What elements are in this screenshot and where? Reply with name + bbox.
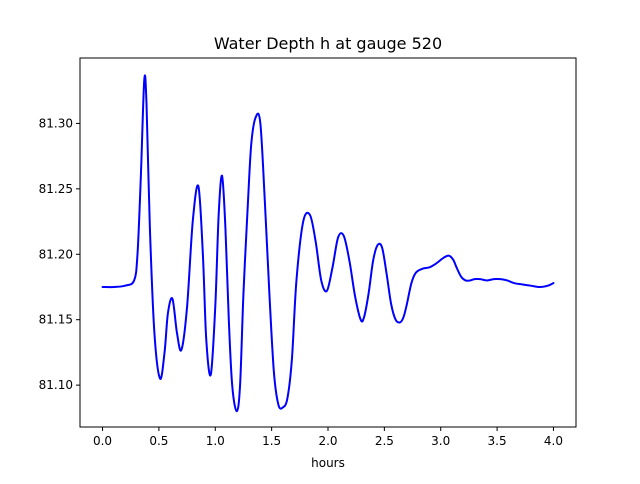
x-axis: 0.0 0.5 1.0 1.5 2.0 2.5 3.0 3.5 4.0: [93, 427, 563, 448]
series-line: [101, 74, 555, 413]
y-tick-label: 81.25: [39, 182, 73, 196]
x-tick-label: 0.5: [149, 434, 168, 448]
x-tick-label: 1.0: [206, 434, 225, 448]
chart-title: Water Depth h at gauge 520: [214, 34, 442, 53]
x-tick-label: 3.5: [488, 434, 507, 448]
x-axis-label: hours: [311, 456, 345, 470]
plot-frame: [79, 57, 577, 428]
x-tick-label: 2.5: [375, 434, 394, 448]
y-axis: 81.10 81.15 81.20 81.25 81.30: [39, 116, 80, 392]
y-tick-label: 81.15: [39, 313, 73, 327]
y-tick-label: 81.20: [39, 247, 73, 261]
x-tick-label: 3.0: [431, 434, 450, 448]
x-tick-label: 0.0: [93, 434, 112, 448]
y-tick-label: 81.30: [39, 116, 73, 130]
x-tick-label: 4.0: [544, 434, 563, 448]
x-tick-label: 2.0: [318, 434, 337, 448]
x-tick-label: 1.5: [262, 434, 281, 448]
series-layer: [101, 74, 555, 413]
y-tick-label: 81.10: [39, 378, 73, 392]
